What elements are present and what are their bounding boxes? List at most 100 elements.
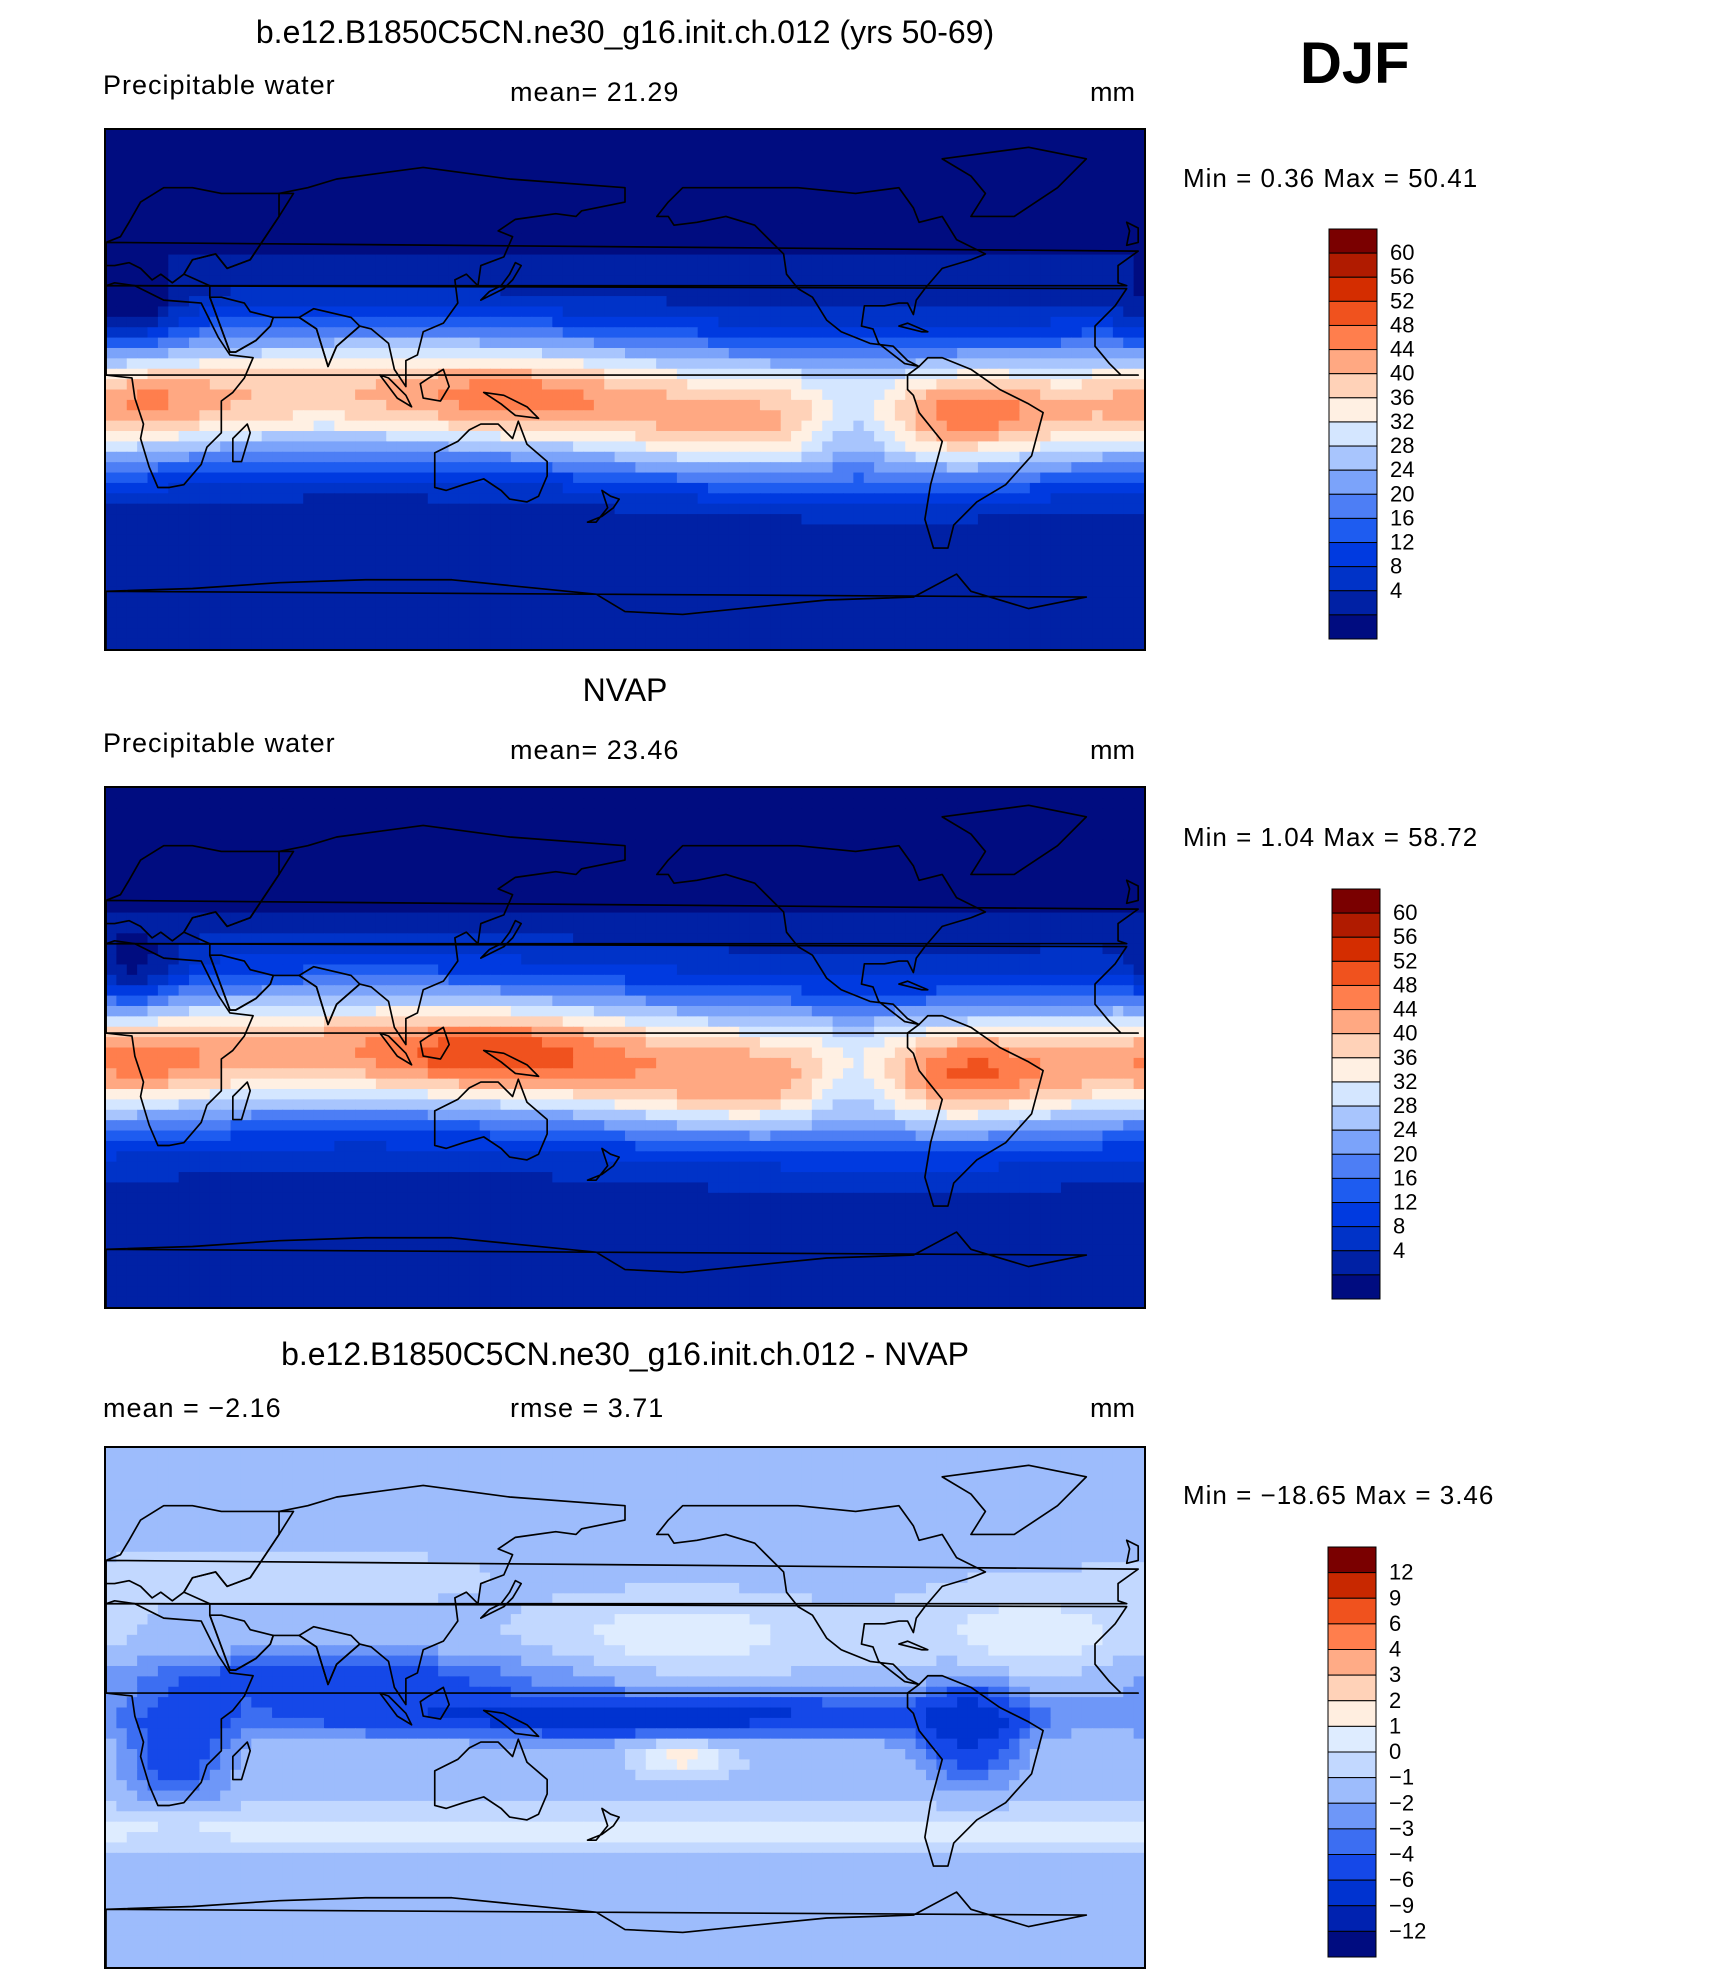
heatmap-cell [1050, 503, 1062, 515]
heatmap-cell [801, 254, 813, 266]
heatmap-cell [479, 534, 491, 546]
heatmap-cell [209, 628, 221, 640]
heatmap-cell [1123, 493, 1135, 505]
heatmap-cell [458, 617, 470, 629]
heatmap-cell [479, 451, 491, 463]
heatmap-cell [926, 565, 938, 577]
heatmap-cell [656, 399, 668, 411]
heatmap-cell [230, 597, 242, 609]
heatmap-cell [946, 420, 958, 432]
heatmap-cell [874, 617, 886, 629]
heatmap-cell [407, 244, 419, 256]
heatmap-cell [832, 379, 844, 391]
heatmap-cell [1102, 327, 1114, 339]
heatmap-cell [676, 171, 688, 183]
heatmap-cell [583, 264, 595, 276]
heatmap-cell [718, 254, 730, 266]
heatmap-cell [635, 451, 647, 463]
heatmap-cell [593, 410, 605, 422]
heatmap-cell [915, 130, 927, 142]
heatmap-cell [126, 410, 138, 422]
heatmap-cell [126, 306, 138, 318]
heatmap-cell [967, 285, 979, 297]
heatmap-cell [261, 358, 273, 370]
heatmap-cell [936, 223, 948, 235]
heatmap-cell [396, 389, 408, 401]
heatmap-cell [220, 275, 232, 287]
heatmap-cell [697, 275, 709, 287]
heatmap-cell [531, 233, 543, 245]
heatmap-cell [282, 358, 294, 370]
heatmap-cell [541, 576, 553, 588]
heatmap-cell [427, 161, 439, 173]
heatmap-cell [469, 316, 481, 328]
heatmap-cell [427, 171, 439, 183]
heatmap-cell [728, 431, 740, 443]
heatmap-cell [1102, 534, 1114, 546]
heatmap-cell [469, 420, 481, 432]
heatmap-cell [770, 514, 782, 526]
heatmap-cell [272, 254, 284, 266]
heatmap-cell [552, 462, 564, 474]
heatmap-cell [697, 482, 709, 494]
heatmap-cell [1019, 202, 1031, 214]
heatmap-cell [998, 150, 1010, 162]
heatmap-cell [282, 451, 294, 463]
heatmap-cell [272, 545, 284, 557]
heatmap-cell [915, 202, 927, 214]
heatmap-cell [822, 441, 834, 453]
heatmap-cell [728, 150, 740, 162]
heatmap-cell [832, 254, 844, 266]
heatmap-cell [1102, 140, 1114, 152]
heatmap-cell [666, 379, 678, 391]
heatmap-cell [697, 379, 709, 391]
heatmap-cell [386, 565, 398, 577]
heatmap-cell [1102, 275, 1114, 287]
heatmap-cell [718, 597, 730, 609]
heatmap-cell [1123, 130, 1135, 142]
heatmap-cell [292, 514, 304, 526]
heatmap-cell [240, 617, 252, 629]
heatmap-cell [573, 140, 585, 152]
heatmap-cell [521, 451, 533, 463]
heatmap-cell [687, 410, 699, 422]
heatmap-cell [490, 410, 502, 422]
heatmap-cell [853, 161, 865, 173]
heatmap-cell [438, 296, 450, 308]
heatmap-cell [251, 316, 263, 328]
heatmap-cell [739, 472, 751, 484]
heatmap-cell [562, 130, 574, 142]
heatmap-cell [822, 223, 834, 235]
heatmap-cell [313, 161, 325, 173]
heatmap-cell [759, 399, 771, 411]
heatmap-cell [448, 524, 460, 536]
heatmap-cell [676, 638, 688, 649]
heatmap-cell [645, 628, 657, 640]
heatmap-cell [1081, 534, 1093, 546]
heatmap-cell [178, 441, 190, 453]
heatmap-cell [282, 368, 294, 380]
heatmap-cell [313, 244, 325, 256]
heatmap-cell [313, 264, 325, 276]
heatmap-cell [926, 503, 938, 515]
heatmap-cell [905, 358, 917, 370]
heatmap-cell [832, 410, 844, 422]
heatmap-cell [375, 192, 387, 204]
heatmap-cell [344, 264, 356, 276]
heatmap-cell [323, 420, 335, 432]
heatmap-cell [157, 597, 169, 609]
heatmap-cell [1112, 576, 1124, 588]
heatmap-cell [666, 431, 678, 443]
heatmap-cell [687, 171, 699, 183]
heatmap-cell [375, 347, 387, 359]
heatmap-cell [614, 534, 626, 546]
heatmap-cell [811, 296, 823, 308]
heatmap-cell [573, 244, 585, 256]
heatmap-cell [811, 244, 823, 256]
heatmap-cell [458, 534, 470, 546]
heatmap-cell [759, 410, 771, 422]
heatmap-cell [791, 254, 803, 266]
heatmap-cell [521, 337, 533, 349]
heatmap-cell [573, 161, 585, 173]
heatmap-cell [355, 628, 367, 640]
